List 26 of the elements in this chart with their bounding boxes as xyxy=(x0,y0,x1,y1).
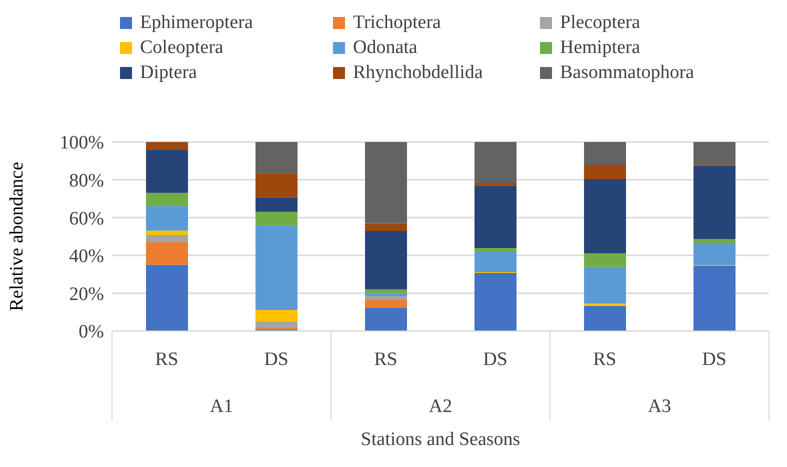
legend-label: Rhynchobdellida xyxy=(353,62,483,84)
x-tick-label: RS xyxy=(155,349,178,370)
legend-label: Plecoptera xyxy=(560,12,640,34)
legend-label: Basommatophora xyxy=(560,62,694,84)
legend-label: Coleoptera xyxy=(140,37,224,59)
text: A2 xyxy=(428,396,452,417)
y-tick-label: 80% xyxy=(69,170,104,192)
x-tick-label: RS xyxy=(374,349,398,370)
x-tick-label: DS xyxy=(702,349,726,370)
y-tick-label: 20% xyxy=(69,284,104,305)
legend-label: Trichoptera xyxy=(353,12,441,34)
x-tick-label: DS xyxy=(483,349,508,370)
legend-label: Diptera xyxy=(140,62,197,84)
y-tick-label: 100% xyxy=(60,132,104,154)
text: A1 xyxy=(210,396,234,417)
y-tick-label: 60% xyxy=(69,208,104,230)
legend-label: Odonata xyxy=(353,37,418,59)
x-tick-label: DS xyxy=(264,349,288,370)
y-tick-label: 40% xyxy=(69,246,104,268)
x-axis-title: Stations and Seasons xyxy=(360,429,520,450)
y-axis-title: Relative abondance xyxy=(6,162,28,312)
x-tick-label: RS xyxy=(593,349,616,370)
legend-label: Ephimeroptera xyxy=(140,12,253,34)
y-tick-label: 0% xyxy=(78,322,104,343)
legend-label: Hemiptera xyxy=(560,37,640,59)
text: A3 xyxy=(648,396,672,417)
